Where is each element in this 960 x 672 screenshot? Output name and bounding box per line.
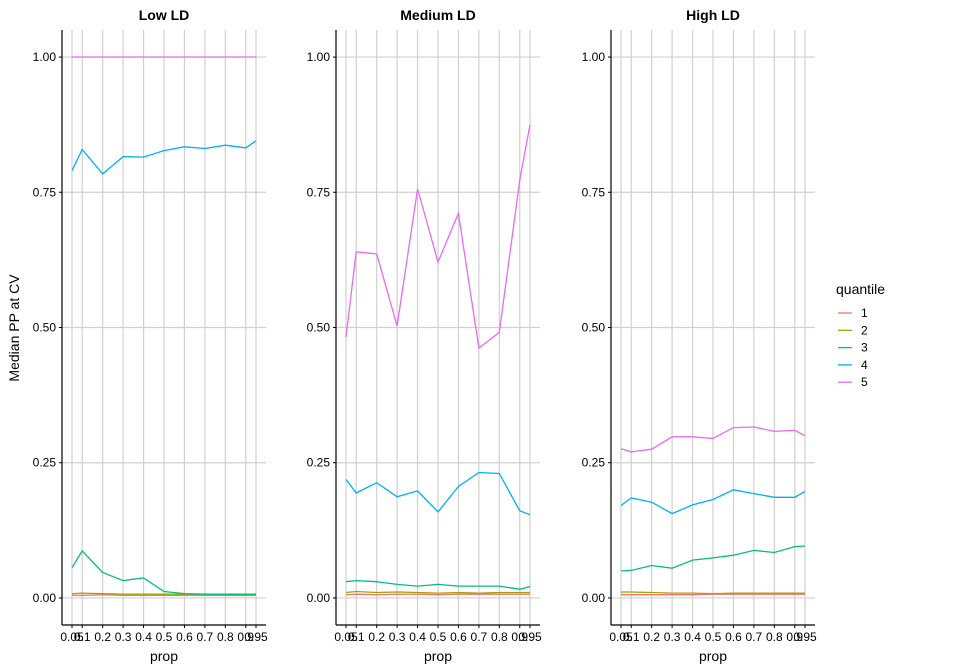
panel-title: Low LD xyxy=(139,7,190,23)
panel-3: 0.000.250.500.751.000.050.1 0.2 0.3 0.4 0.5 0… xyxy=(582,7,817,664)
series-line-3 xyxy=(71,549,256,595)
legend-label-5: 5 xyxy=(861,375,868,389)
y-tick-label: 0.25 xyxy=(307,456,331,470)
x-tick-label: 0.8 xyxy=(217,630,234,644)
y-tick-label: 0.75 xyxy=(33,185,57,199)
legend-label-2: 2 xyxy=(861,323,868,337)
x-tick-label: 0.8 xyxy=(491,630,508,644)
panels: 0.000.250.500.751.000.050.1 0.2 0.3 0.4 0.5 0… xyxy=(33,7,817,664)
y-tick-label: 0.00 xyxy=(33,591,57,605)
series-line-3 xyxy=(345,579,531,590)
x-tick-label: 0.2 xyxy=(94,630,111,644)
panel-2: 0.000.250.500.751.000.050.1 0.2 0.3 0.4 0.5 0… xyxy=(307,7,542,664)
x-tick-label: 0.9 xyxy=(511,630,528,644)
x-tick-label: 0.6 xyxy=(450,630,467,644)
panel-title: Medium LD xyxy=(400,7,475,23)
y-tick-label: 0.75 xyxy=(307,185,331,199)
series-line-3 xyxy=(620,545,806,572)
panel-1: 0.000.250.500.751.000.050.1 0.2 0.3 0.4 0.5 0… xyxy=(33,7,268,664)
x-tick-label: 0.4 xyxy=(684,630,701,644)
y-tick-label: 0.00 xyxy=(582,591,606,605)
legend: quantile 1 2 3 4 5 xyxy=(836,281,885,389)
x-axis-title: prop xyxy=(150,648,178,664)
x-tick-label: 0.6 xyxy=(176,630,193,644)
x-tick-label: 0.7 xyxy=(746,630,763,644)
x-tick-label: 0.3 xyxy=(389,630,406,644)
x-tick-label: 0.4 xyxy=(409,630,426,644)
x-tick-label: 0.05 xyxy=(609,630,633,644)
x-tick-label: 0.2 xyxy=(368,630,385,644)
x-tick-label: 0.95 xyxy=(518,630,542,644)
x-tick-label: 0.6 xyxy=(725,630,742,644)
y-tick-label: 0.25 xyxy=(582,456,606,470)
legend-title: quantile xyxy=(836,281,885,297)
x-tick-label: 0.9 xyxy=(786,630,803,644)
y-tick-label: 0.50 xyxy=(307,321,331,335)
y-tick-label: 0.75 xyxy=(582,185,606,199)
x-tick-label: 0.7 xyxy=(471,630,488,644)
x-tick-label: 0.05 xyxy=(60,630,84,644)
y-tick-label: 0.50 xyxy=(33,321,57,335)
series-line-5 xyxy=(620,426,806,453)
y-tick-label: 1.00 xyxy=(33,50,57,64)
series-line-2 xyxy=(345,590,530,594)
legend-label-3: 3 xyxy=(861,341,868,355)
legend-label-1: 1 xyxy=(861,306,868,320)
x-tick-label: 0.95 xyxy=(244,630,268,644)
y-axis-title: Median PP at CV xyxy=(6,274,22,382)
x-tick-label: 0.1 xyxy=(623,630,640,644)
x-tick-label: 0.2 xyxy=(643,630,660,644)
y-tick-label: 1.00 xyxy=(582,50,606,64)
x-tick-label: 0.3 xyxy=(664,630,681,644)
x-tick-label: 0.5 xyxy=(430,630,447,644)
series-line-1 xyxy=(621,593,805,596)
x-tick-label: 0.5 xyxy=(705,630,722,644)
x-tick-label: 0.95 xyxy=(793,630,817,644)
x-axis-title: prop xyxy=(424,648,452,664)
legend-label-4: 4 xyxy=(861,358,868,372)
x-axis-title: prop xyxy=(699,648,727,664)
series-line-4 xyxy=(345,471,531,516)
x-tick-label: 0.4 xyxy=(135,630,152,644)
panel-title: High LD xyxy=(686,7,740,23)
series-line-4 xyxy=(71,140,257,175)
y-tick-label: 0.25 xyxy=(33,456,57,470)
x-tick-label: 0.5 xyxy=(156,630,173,644)
x-tick-label: 0.05 xyxy=(334,630,358,644)
x-tick-label: 0.3 xyxy=(115,630,132,644)
y-tick-label: 1.00 xyxy=(307,50,331,64)
y-tick-label: 0.00 xyxy=(307,591,331,605)
series-line-4 xyxy=(620,489,806,515)
series-line-1 xyxy=(345,593,530,596)
x-tick-label: 0.1 xyxy=(348,630,365,644)
series-line-1 xyxy=(72,594,256,596)
x-tick-label: 0.9 xyxy=(237,630,254,644)
x-tick-label: 0.8 xyxy=(766,630,783,644)
x-tick-label: 0.1 xyxy=(74,630,91,644)
x-tick-label: 0.7 xyxy=(197,630,214,644)
series-line-5 xyxy=(345,124,531,350)
y-tick-label: 0.50 xyxy=(582,321,606,335)
series-line-2 xyxy=(621,591,805,595)
